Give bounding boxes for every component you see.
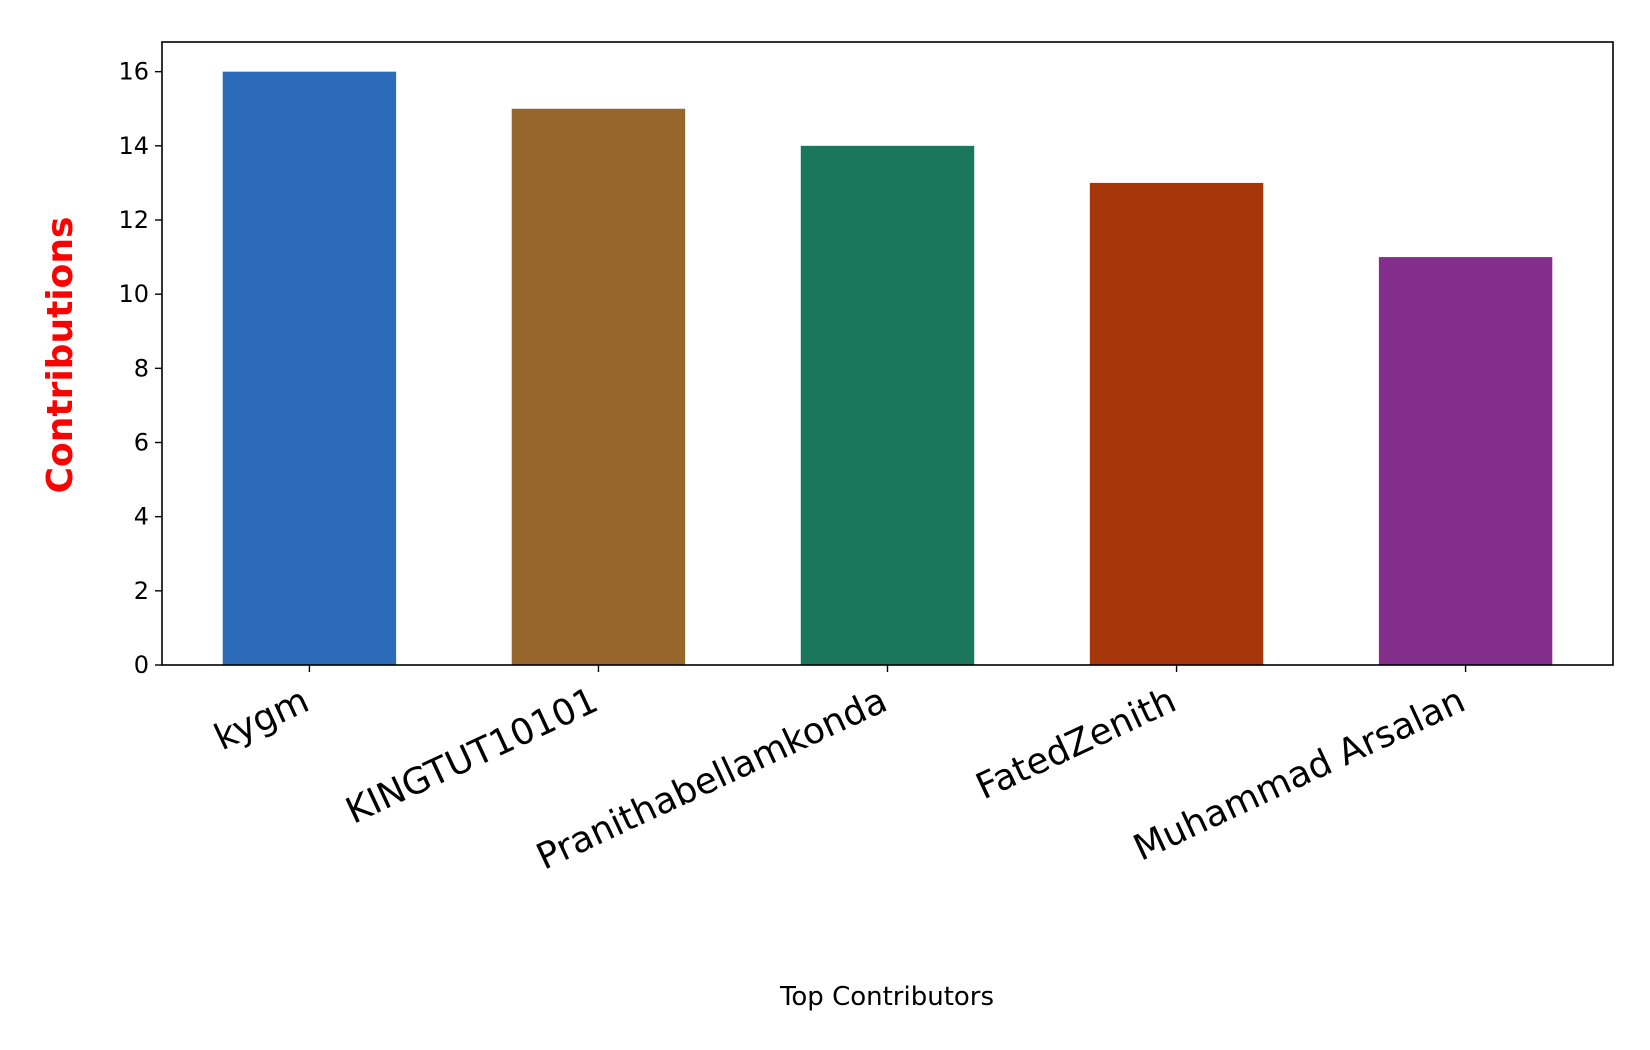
bar-kingtut10101: [511, 108, 686, 665]
y-axis: 0 2 4 6 8 10 12 14 16: [118, 58, 162, 679]
y-tick-label: 4: [134, 503, 149, 531]
bar-kygm: [222, 71, 397, 665]
y-tick-label: 6: [134, 429, 149, 457]
y-tick-label: 14: [118, 132, 149, 160]
x-tick-label: kygm: [208, 680, 315, 759]
x-axis-label: Top Contributors: [779, 982, 994, 1012]
x-tick-label: KINGTUT10101: [340, 680, 604, 832]
x-tick-label: Muhammad Arsalan: [1127, 680, 1471, 869]
bar-muhammad-arsalan: [1378, 257, 1553, 665]
y-tick-label: 16: [118, 58, 149, 86]
x-tick-label: FatedZenith: [970, 680, 1182, 808]
bars-layer: [222, 71, 1553, 666]
bar-fatedzenith: [1089, 182, 1264, 665]
bar-pranithabellamkonda: [800, 145, 975, 666]
y-tick-label: 12: [118, 206, 149, 234]
y-tick-label: 2: [134, 577, 149, 605]
y-axis-label: Contributions: [40, 217, 81, 494]
y-tick-label: 10: [118, 280, 149, 308]
y-tick-label: 8: [134, 354, 149, 382]
y-tick-label: 0: [134, 651, 149, 679]
